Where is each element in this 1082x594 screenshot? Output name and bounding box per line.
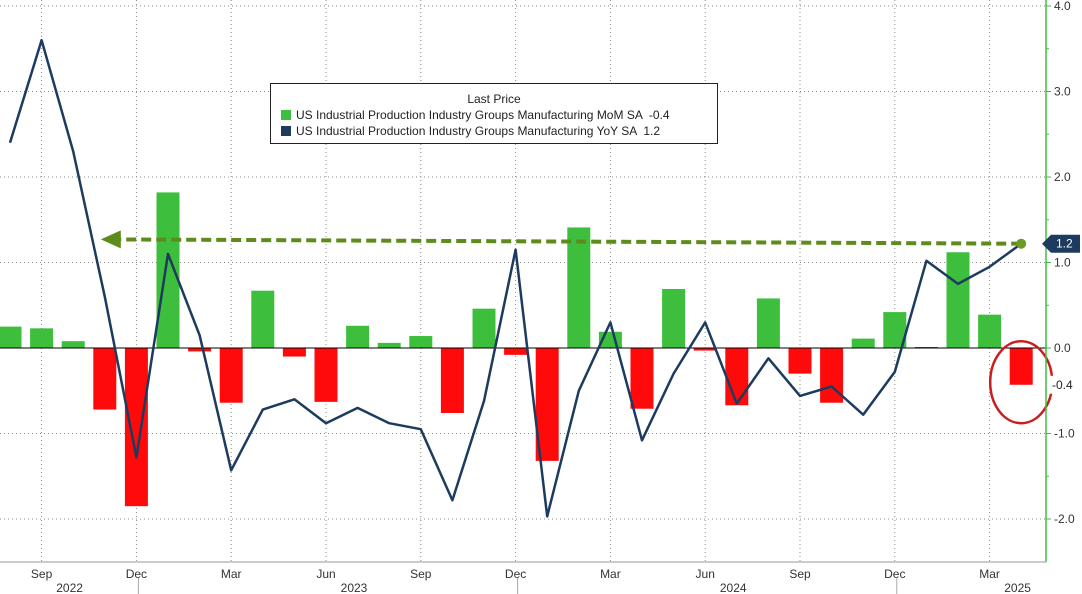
legend-label-yoy: US Industrial Production Industry Groups… <box>296 124 638 138</box>
mom-bar <box>504 348 528 355</box>
x-tick-label: Dec <box>505 567 526 581</box>
x-tick-label: Mar <box>979 567 1000 581</box>
mom-bar <box>725 348 749 406</box>
x-tick-label: Mar <box>221 567 242 581</box>
mom-last-value-tag <box>1047 375 1079 394</box>
y-tick-label: 0.0 <box>1054 341 1071 355</box>
x-year-label: 2024 <box>720 581 747 594</box>
dashed-arrow-line <box>118 237 1022 246</box>
x-tick-label: Mar <box>600 567 621 581</box>
mom-bar <box>472 308 496 348</box>
mom-bars <box>0 192 1033 507</box>
y-tick-label: 1.0 <box>1054 256 1071 270</box>
mom-bar <box>630 348 654 409</box>
mom-bar <box>693 348 717 351</box>
legend-title: Last Price <box>467 92 521 106</box>
mom-bar <box>251 290 275 348</box>
mom-last-value-label: -0.4 <box>1052 378 1073 392</box>
x-year-label: 2023 <box>341 581 368 594</box>
x-tick-label: Sep <box>789 567 811 581</box>
mom-bar <box>346 325 370 348</box>
y-tick-label: 3.0 <box>1054 85 1071 99</box>
x-tick-label: Jun <box>316 567 335 581</box>
mom-bar <box>440 348 464 413</box>
y-axis: 4.0 3.0 2.0 1.0 0.0 -1.0 -2.0 1.2 -0.4 <box>1042 0 1080 562</box>
x-tick-label: Sep <box>410 567 432 581</box>
mom-bar <box>567 227 591 348</box>
mom-bar <box>883 312 907 348</box>
legend-value-yoy: 1.2 <box>643 124 660 138</box>
legend-label-mom: US Industrial Production Industry Groups… <box>296 108 643 122</box>
mom-bar <box>314 348 338 402</box>
y-tick-label: -2.0 <box>1054 512 1075 526</box>
x-year-label: 2022 <box>56 581 83 594</box>
dashed-arrow-head <box>100 230 121 249</box>
mom-bar <box>788 348 812 374</box>
legend-entry-mom: US Industrial Production Industry Groups… <box>281 108 670 122</box>
legend-swatch-yoy <box>281 126 291 136</box>
mom-bar <box>946 252 970 348</box>
mom-bar <box>662 289 686 348</box>
dashed-arrow-end-dot <box>1016 238 1027 249</box>
legend: Last Price US Industrial Production Indu… <box>270 83 718 144</box>
x-axis: Sep Dec Mar Jun Sep Dec Mar Jun Sep Dec Mar 2022 202… <box>0 561 1046 594</box>
mom-bar <box>756 298 780 348</box>
mom-bar <box>188 348 212 352</box>
y-tick-label: -1.0 <box>1054 427 1075 441</box>
yoy-last-value-label: 1.2 <box>1056 237 1073 251</box>
mom-bar <box>61 341 85 348</box>
mom-bar <box>535 348 559 461</box>
mom-bar <box>124 348 148 507</box>
mom-bar <box>0 326 22 348</box>
y-tick-label: 2.0 <box>1054 170 1071 184</box>
x-year-label: 2025 <box>1004 581 1031 594</box>
mom-bar <box>978 314 1002 348</box>
yoy-last-value-tag <box>1042 234 1080 253</box>
mom-bar <box>282 348 306 357</box>
x-tick-label: Dec <box>884 567 905 581</box>
legend-entry-yoy: US Industrial Production Industry Groups… <box>281 124 660 138</box>
x-tick-label: Sep <box>31 567 53 581</box>
legend-swatch-mom <box>281 110 291 120</box>
mom-bar <box>30 328 54 348</box>
mom-bar <box>1009 348 1033 385</box>
x-tick-label: Dec <box>126 567 147 581</box>
mom-bar <box>156 192 180 348</box>
legend-value-mom: -0.4 <box>648 108 670 122</box>
mom-bar <box>851 338 875 348</box>
mom-bar <box>409 336 433 348</box>
mom-bar <box>219 348 243 403</box>
x-tick-label: Jun <box>696 567 715 581</box>
y-tick-label: 4.0 <box>1054 0 1071 13</box>
yoy-line <box>8 38 1022 518</box>
mom-bar <box>93 348 117 410</box>
mom-bar <box>377 342 401 348</box>
yoy-line-layer <box>8 38 1022 518</box>
